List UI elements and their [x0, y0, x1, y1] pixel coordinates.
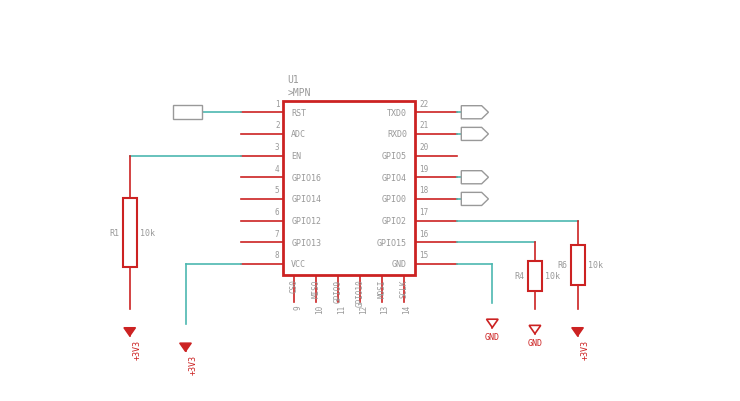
Text: EN: EN: [292, 152, 301, 161]
Text: 18: 18: [420, 186, 428, 195]
Text: 10k: 10k: [545, 271, 560, 280]
Text: 22: 22: [420, 99, 428, 108]
Text: 2: 2: [275, 121, 280, 130]
Text: 8: 8: [275, 251, 280, 260]
Text: R6: R6: [557, 261, 568, 269]
Text: RST: RST: [292, 109, 306, 117]
Bar: [123, 198, 137, 267]
Text: 5: 5: [275, 186, 280, 195]
Text: +3V3: +3V3: [581, 339, 590, 359]
Text: R1: R1: [110, 228, 120, 237]
Text: MOSI: MOSI: [377, 279, 386, 298]
Bar: [528, 261, 542, 291]
Text: 21: 21: [420, 121, 428, 130]
Text: GND: GND: [392, 260, 407, 269]
Text: ADC: ADC: [292, 130, 306, 139]
Polygon shape: [461, 128, 488, 141]
Text: 16: 16: [420, 229, 428, 238]
Text: TXD0: TXD0: [387, 109, 407, 117]
Text: +3V3: +3V3: [132, 339, 142, 359]
Text: GPIO16: GPIO16: [292, 173, 321, 182]
Text: 14: 14: [403, 304, 411, 314]
Text: RST: RST: [180, 109, 195, 117]
Text: 4: 4: [275, 164, 280, 173]
Text: GPIO9: GPIO9: [334, 279, 343, 302]
Text: GPIO4: GPIO4: [382, 173, 407, 182]
Text: RXD: RXD: [465, 130, 479, 139]
Polygon shape: [124, 328, 135, 336]
Polygon shape: [461, 193, 488, 206]
Text: GPIO10: GPIO10: [356, 279, 365, 307]
Text: U1: U1: [287, 75, 299, 85]
Text: 15: 15: [420, 251, 428, 260]
Text: TXD: TXD: [465, 109, 479, 117]
Text: 17: 17: [420, 207, 428, 217]
Bar: [283, 102, 415, 275]
Text: GPIO14: GPIO14: [292, 195, 321, 204]
Text: GND: GND: [528, 338, 542, 347]
Text: GPIO2: GPIO2: [382, 217, 407, 225]
Polygon shape: [572, 328, 583, 336]
Text: SCLK: SCLK: [400, 279, 408, 298]
Text: GPIO5: GPIO5: [382, 152, 407, 161]
Text: 20: 20: [420, 143, 428, 152]
Polygon shape: [461, 171, 488, 184]
Text: GPIO15: GPIO15: [377, 238, 407, 247]
Polygon shape: [461, 106, 488, 119]
Text: GPIO12: GPIO12: [292, 217, 321, 225]
Text: GPIO0: GPIO0: [382, 195, 407, 204]
Text: GPIO13: GPIO13: [292, 238, 321, 247]
Text: 12: 12: [359, 304, 368, 314]
Text: IO4: IO4: [465, 173, 479, 182]
Text: 10k: 10k: [588, 261, 602, 269]
Text: RXD0: RXD0: [387, 130, 407, 139]
Text: 6: 6: [275, 207, 280, 217]
Polygon shape: [529, 326, 541, 334]
Text: GND: GND: [485, 332, 500, 341]
Text: 19: 19: [420, 164, 428, 173]
Text: +3V3: +3V3: [189, 354, 198, 375]
Text: >MPN: >MPN: [287, 87, 311, 97]
Text: 11: 11: [337, 304, 346, 314]
Text: VCC: VCC: [292, 260, 306, 269]
Text: IO0: IO0: [465, 195, 479, 204]
Text: R4: R4: [515, 271, 525, 280]
Polygon shape: [180, 343, 192, 352]
Text: 13: 13: [380, 304, 389, 314]
Bar: [172, 106, 202, 120]
Text: 7: 7: [275, 229, 280, 238]
Text: MISO: MISO: [312, 279, 321, 298]
Text: 1: 1: [275, 99, 280, 108]
Bar: [571, 245, 585, 285]
Text: CS0: CS0: [290, 279, 299, 293]
Text: 9: 9: [293, 304, 302, 309]
Text: 10k: 10k: [140, 228, 155, 237]
Polygon shape: [486, 320, 498, 328]
Text: 3: 3: [275, 143, 280, 152]
Text: 10: 10: [315, 304, 324, 314]
